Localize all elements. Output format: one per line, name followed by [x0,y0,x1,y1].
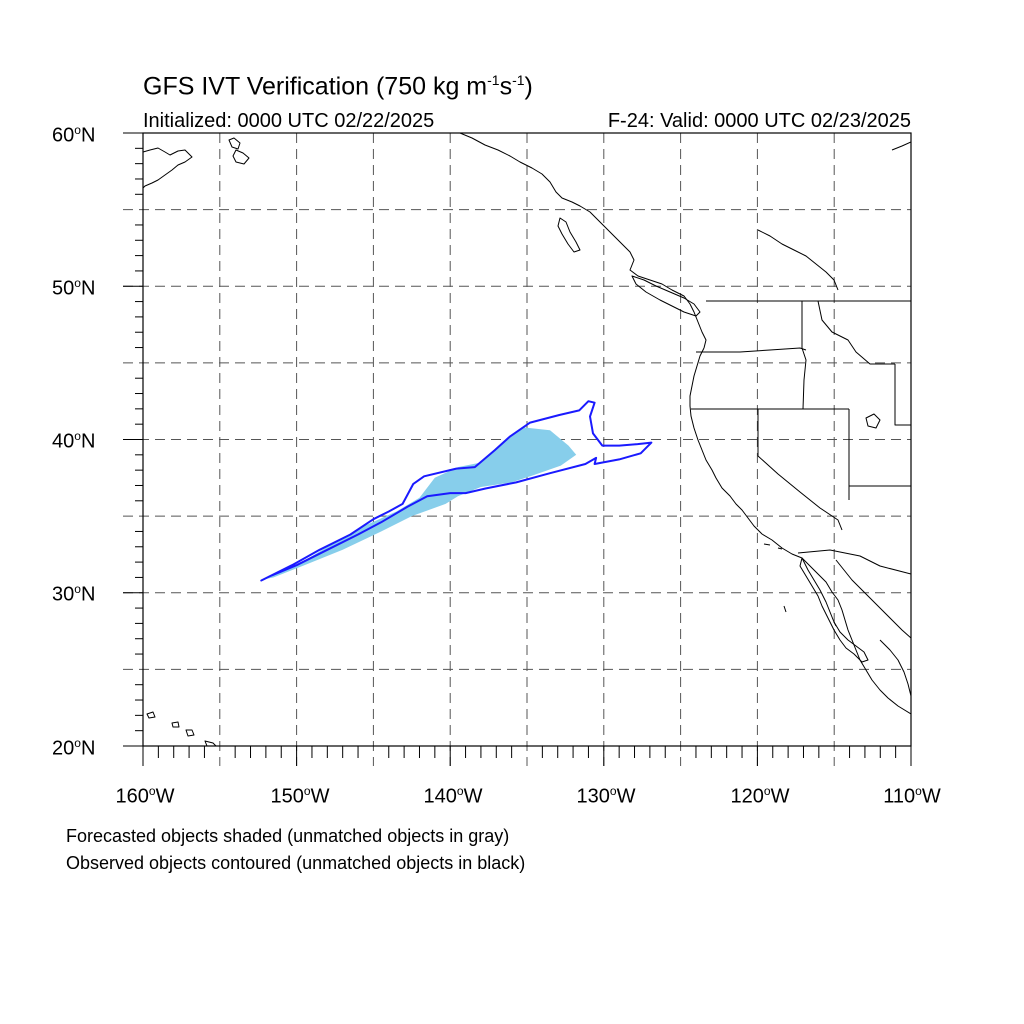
valid-time: F-24: Valid: 0000 UTC 02/23/2025 [607,110,911,132]
coastlines [143,133,911,746]
baja-california [799,557,869,663]
hawaii-oahu [171,721,180,728]
mexico-coast [879,639,911,697]
lon-label-110w: 110oW [883,784,941,808]
utah-border [894,364,911,426]
great-salt-lake [865,413,881,429]
canada-inland-coast [757,229,839,291]
title-exp1: -1 [487,72,500,88]
lon-label-120w: 120oW [730,784,790,808]
ca-nv-border [757,409,843,531]
kenai-coast [228,137,241,150]
lon-label-160w: 160oW [115,784,175,808]
channel-islands [763,543,783,550]
hudson-bay-edge [891,141,911,151]
title-end: ) [524,72,533,101]
graticule-grid [123,133,911,766]
title-exp2: -1 [512,72,525,88]
lat-label-50: 50oN [52,276,96,300]
lon-label-140w: 140oW [423,784,483,808]
axis-ticks [123,132,912,766]
lat-label-40: 40oN [52,429,96,453]
lat-label-60: 60oN [52,123,96,147]
gulf-islands-small [783,605,837,627]
alaska-peninsula-coast [143,147,193,189]
lon-label-130w: 130oW [576,784,636,808]
haida-gwaii [557,217,581,253]
wa-or-border [696,347,807,353]
observed-ivt-contour [260,400,653,582]
lon-label-150w: 150oW [270,784,330,808]
vancouver-island [631,275,701,317]
gulf-of-california-east [835,559,911,639]
us-west-coast [689,347,911,715]
kodiak-island [232,149,250,165]
idaho-west-border [801,301,807,410]
map-title: GFS IVT Verification (750 kg m-1s-1) [143,72,533,101]
initialized-time: Initialized: 0000 UTC 02/22/2025 [143,110,435,132]
title-main: GFS IVT Verification (750 kg m [143,72,488,101]
alaska-panhandle-coast [459,133,707,349]
idaho-east-border [817,300,895,365]
caption-observed: Observed objects contoured (unmatched ob… [66,853,526,873]
caption-forecast: Forecasted objects shaded (unmatched obj… [66,826,510,846]
hawaii-kauai [146,711,156,719]
lat-label-30: 30oN [52,582,96,606]
us-mexico-border [797,549,911,575]
hawaii-maui [185,729,195,737]
lat-label-20: 20oN [52,736,96,760]
title-mid: s [499,72,513,101]
hawaii-big-island [204,740,217,746]
